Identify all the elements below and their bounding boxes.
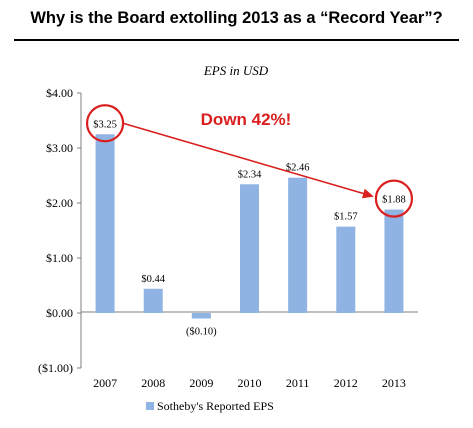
data-label: $1.88 xyxy=(382,195,406,206)
x-tick-label: 2012 xyxy=(334,376,358,390)
x-tick-label: 2007 xyxy=(93,376,117,390)
x-tick-label: 2013 xyxy=(382,376,406,390)
bar-2009 xyxy=(191,313,211,319)
legend-label: Sotheby's Reported EPS xyxy=(157,399,274,413)
x-tick-label: 2009 xyxy=(189,376,213,390)
y-tick-label: ($1.00) xyxy=(38,361,73,375)
data-labels: $3.25 $0.44 ($0.10) $2.34 $2.46 $1.57 $1.88 xyxy=(93,119,405,337)
bar-2007 xyxy=(95,134,115,313)
y-axis-ticks: $4.00 $3.00 $2.00 $1.00 $0.00 ($1.00) xyxy=(38,86,81,375)
y-tick-label: $4.00 xyxy=(46,86,73,100)
legend: Sotheby's Reported EPS xyxy=(146,399,274,413)
annotation-group: Down 42%! xyxy=(85,104,414,218)
data-label: $1.57 xyxy=(334,212,358,223)
bar-2011 xyxy=(288,177,308,313)
bar-2013 xyxy=(384,209,404,313)
data-label: $2.34 xyxy=(238,169,262,180)
bar-2012 xyxy=(336,226,356,313)
data-label: ($0.10) xyxy=(186,327,217,338)
bars-group xyxy=(95,134,404,319)
trend-arrow xyxy=(122,122,364,195)
y-tick-label: $3.00 xyxy=(46,141,73,155)
title-divider xyxy=(14,39,459,41)
legend-swatch xyxy=(146,402,154,410)
data-label: $2.46 xyxy=(286,163,310,174)
y-tick-label: $2.00 xyxy=(46,196,73,210)
x-tick-label: 2011 xyxy=(286,376,310,390)
bar-2008 xyxy=(143,288,163,313)
highlight-circle-2013 xyxy=(374,179,414,218)
data-label: $0.44 xyxy=(141,274,165,285)
y-tick-label: $1.00 xyxy=(46,251,73,265)
data-label: $3.25 xyxy=(93,119,117,130)
bar-2010 xyxy=(240,184,259,313)
y-tick-label: $0.00 xyxy=(46,306,73,320)
x-tick-label: 2008 xyxy=(141,376,165,390)
x-tick-label: 2010 xyxy=(238,376,262,390)
annotation-text: Down 42%! xyxy=(201,110,292,129)
x-axis-labels: 2007 2008 2009 2010 2011 2012 2013 xyxy=(93,376,406,390)
chart-title: EPS in USD xyxy=(203,63,269,78)
highlight-circle-2007 xyxy=(85,104,125,143)
arrow-head xyxy=(361,188,374,199)
page-title: Why is the Board extolling 2013 as a “Re… xyxy=(30,9,443,27)
